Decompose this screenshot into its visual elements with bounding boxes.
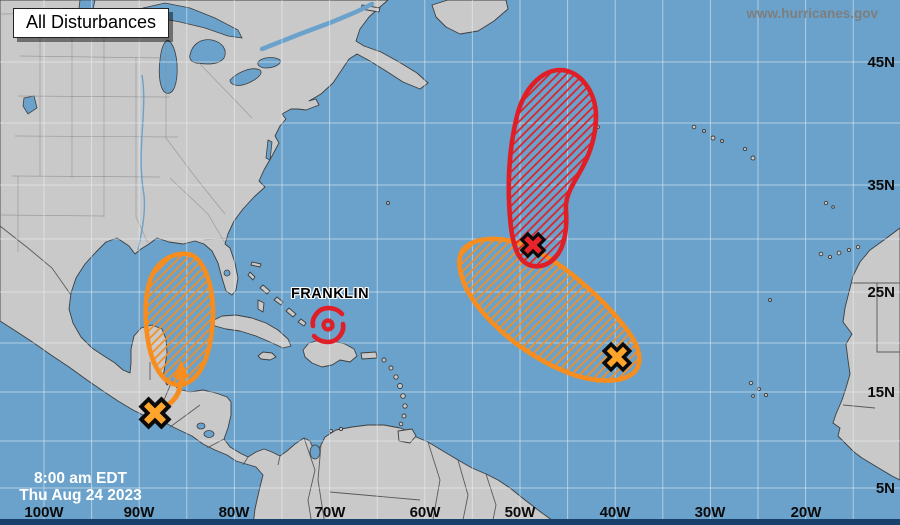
motion-arrowhead-central-america — [173, 360, 189, 378]
lat-label-15N: 15N — [867, 384, 895, 401]
lake-maracaibo — [309, 444, 321, 460]
lake-okeechobee — [223, 269, 231, 277]
disturbance-area-atlantic-central[interactable] — [506, 67, 599, 269]
state-boundaries — [0, 11, 253, 252]
st-lawrence-river — [259, 1, 375, 52]
lon-label-70W: 70W — [314, 504, 346, 521]
lat-label-45N: 45N — [867, 54, 895, 71]
africa — [832, 227, 900, 481]
trinidad — [397, 428, 417, 444]
lake-ontario — [257, 57, 281, 69]
x-marker-atlantic-east[interactable] — [598, 338, 635, 375]
disturbance-area-central-america[interactable] — [143, 251, 216, 388]
chesapeake-bay — [265, 139, 273, 161]
lat-label-5N: 5N — [875, 480, 895, 497]
bottom-bar — [0, 519, 900, 525]
lat-label-25N: 25N — [867, 284, 895, 301]
newfoundland — [431, 0, 509, 35]
lon-label-60W: 60W — [409, 504, 441, 521]
tropical-storm-icon[interactable] — [310, 305, 346, 345]
country-borders — [0, 225, 900, 525]
lake-erie — [229, 68, 262, 86]
mississippi-river — [137, 74, 146, 251]
jamaica — [257, 351, 277, 361]
lon-label-40W: 40W — [599, 504, 631, 521]
lon-label-30W: 30W — [694, 504, 726, 521]
lon-label-100W: 100W — [24, 504, 64, 521]
lesser-antilles — [328, 357, 408, 434]
north-central-south-america — [0, 0, 563, 525]
x-marker-central-america[interactable] — [135, 393, 175, 433]
lon-label-90W: 90W — [123, 504, 155, 521]
issuance-date: Thu Aug 24 2023 — [19, 486, 142, 504]
storm-name-label: FRANKLIN — [290, 286, 370, 302]
lon-label-50W: 50W — [504, 504, 536, 521]
lake-huron — [189, 39, 226, 65]
azores-islands — [386, 124, 772, 302]
lon-label-20W: 20W — [790, 504, 822, 521]
x-marker-atlantic-central[interactable] — [517, 229, 550, 262]
puerto-rico — [360, 351, 378, 360]
hurricanes-gov-watermark[interactable]: www.hurricanes.gov — [746, 6, 878, 21]
issuance-datetime: 8:00 am EDT Thu Aug 24 2023 — [8, 470, 153, 504]
lat-label-35N: 35N — [867, 177, 895, 194]
lake-nicaragua-2 — [203, 430, 215, 438]
issuance-time: 8:00 am EDT — [33, 470, 128, 487]
lon-label-80W: 80W — [218, 504, 250, 521]
lake-nicaragua — [196, 422, 206, 430]
page-title: All Disturbances — [13, 8, 170, 38]
cuba — [211, 314, 292, 349]
